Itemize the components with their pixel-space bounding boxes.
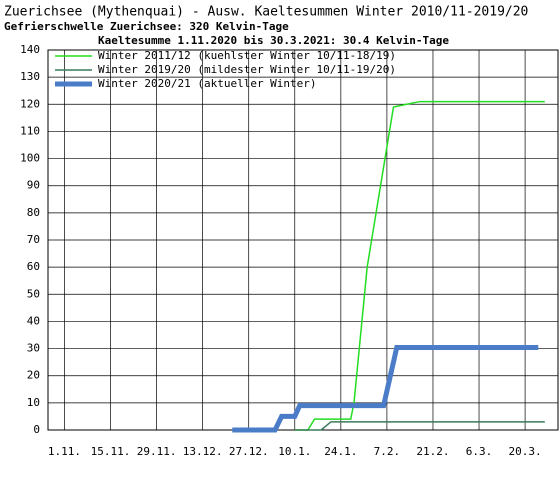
y-tick-label: 70 — [27, 233, 40, 246]
y-tick-label: 30 — [27, 342, 40, 355]
y-tick-label: 10 — [27, 396, 40, 409]
x-tick-label: 27.12. — [229, 445, 269, 458]
y-tick-label: 120 — [20, 97, 40, 110]
y-tick-label: 100 — [20, 152, 40, 165]
x-tick-label: 7.2. — [374, 445, 401, 458]
legend-label: Winter 2011/12 (kuehlster Winter 10/11-1… — [98, 49, 396, 62]
x-tick-label: 10.1. — [278, 445, 311, 458]
data-line — [232, 344, 539, 433]
chart-title: Zuerichsee (Mythenquai) - Ausw. Kaeltesu… — [4, 5, 528, 20]
y-tick-label: 50 — [27, 287, 40, 300]
y-tick-label: 80 — [27, 206, 40, 219]
x-tick-label: 21.2. — [416, 445, 449, 458]
legend-label: Winter 2019/20 (mildester Winter 10/11-1… — [98, 63, 396, 76]
x-tick-label: 15.11. — [91, 445, 131, 458]
y-tick-label: 90 — [27, 179, 40, 192]
y-tick-label: 130 — [20, 70, 40, 83]
y-tick-label: 20 — [27, 369, 40, 382]
x-tick-label: 24.1. — [324, 445, 357, 458]
x-tick-label: 6.3. — [466, 445, 493, 458]
y-tick-label: 60 — [27, 260, 40, 273]
x-tick-label: 20.3. — [509, 445, 542, 458]
data-line — [294, 100, 545, 431]
y-tick-label: 140 — [20, 43, 40, 56]
annotation: Kaeltesumme 1.11.2020 bis 30.3.2021: 30.… — [98, 34, 449, 47]
x-tick-label: 1.11. — [48, 445, 81, 458]
data-line — [294, 421, 545, 431]
chart-subtitle: Gefrierschwelle Zuerichsee: 320 Kelvin-T… — [4, 20, 289, 33]
y-tick-label: 0 — [33, 423, 40, 436]
x-tick-label: 13.12. — [183, 445, 223, 458]
x-tick-label: 29.11. — [137, 445, 177, 458]
y-tick-label: 110 — [20, 124, 40, 137]
legend-label: Winter 2020/21 (aktueller Winter) — [98, 77, 317, 90]
y-tick-label: 40 — [27, 314, 40, 327]
